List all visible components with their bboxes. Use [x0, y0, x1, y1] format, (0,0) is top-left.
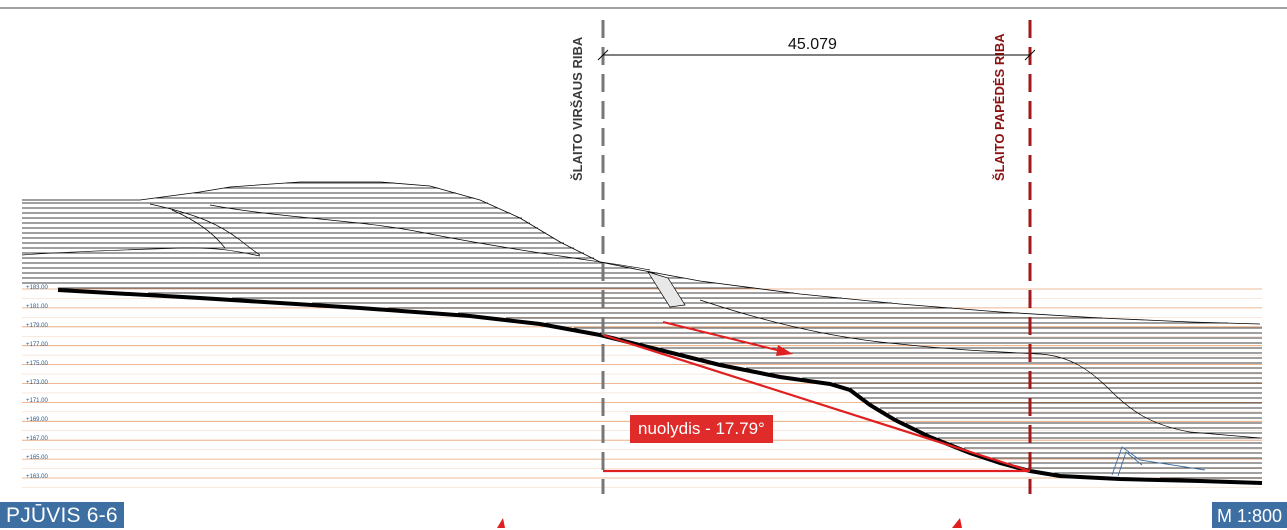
elevation-label: +163.00	[26, 474, 48, 480]
bottom-mark-right	[952, 518, 962, 528]
slope-top-label: ŠLAITO VIRŠAUS RIBA	[570, 36, 585, 181]
bottom-mark-left	[497, 518, 505, 528]
elevation-label: +175.00	[26, 360, 48, 367]
slope-angle-label: nuolydis - 17.79°	[630, 415, 773, 443]
dimension-tick-right	[1024, 49, 1036, 61]
elevation-label: +167.00	[26, 436, 48, 443]
soil-hatching	[22, 182, 1262, 479]
scale-label: M 1:800	[1211, 502, 1287, 528]
terrain-contour-2	[209, 204, 651, 271]
elevation-label: +179.00	[26, 322, 48, 329]
ground-line	[57, 288, 1263, 485]
terrain-contour-1	[149, 203, 261, 256]
elevation-label: +173.00	[26, 379, 48, 386]
dimension-tick-left	[597, 49, 609, 61]
elevation-label: +177.00	[26, 341, 48, 348]
terrain-contour-5	[21, 247, 261, 257]
elevation-label: +181.00	[26, 303, 48, 310]
slope-toe-label: ŠLAITO PAPĖDĖS RIBA	[992, 33, 1007, 181]
terrain-contour-4	[699, 299, 1261, 439]
dimension-value: 45.079	[788, 36, 837, 53]
terrain-outline	[22, 181, 1261, 325]
slope-hypotenuse	[602, 333, 1031, 473]
elevation-label: +165.00	[26, 455, 48, 462]
elevation-label: +169.00	[26, 417, 48, 424]
slope-direction-arrow	[662, 321, 786, 353]
drain-detail	[1111, 446, 1206, 477]
elevation-label: +171.00	[26, 398, 48, 405]
elevation-label: +183.00	[26, 285, 48, 291]
slope-direction-arrowhead	[776, 345, 793, 356]
section-title: PJŪVIS 6-6	[0, 502, 124, 528]
terrain-contour-3	[647, 271, 686, 308]
